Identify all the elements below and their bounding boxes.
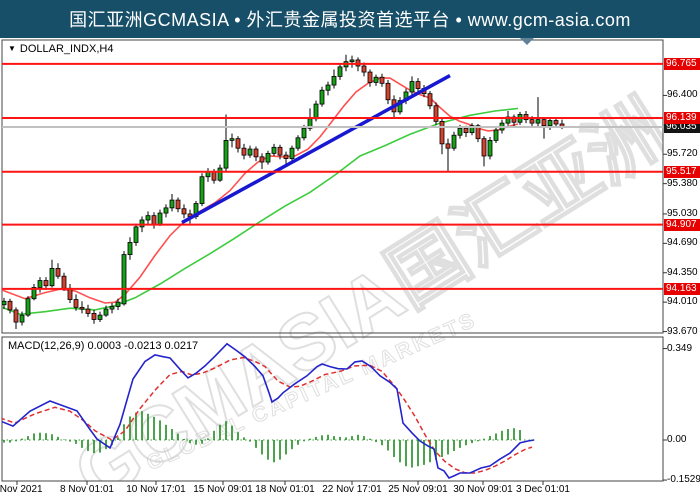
candle-body [241, 147, 247, 156]
candle-body [79, 306, 85, 310]
candle-body [133, 226, 139, 243]
candle-body [271, 146, 277, 154]
candle-body [301, 127, 307, 139]
candle-body [145, 215, 151, 221]
candle-body [97, 314, 103, 320]
candle-body [373, 76, 379, 83]
candle-body [163, 207, 169, 214]
candle-body [217, 167, 223, 181]
candle-body [325, 84, 331, 91]
candle-body [481, 138, 487, 157]
candle-body [109, 306, 115, 310]
candle-body [367, 71, 373, 83]
candle-body [361, 65, 367, 73]
candle-body [319, 89, 325, 105]
candle-body [253, 148, 259, 158]
candle-body [265, 152, 271, 163]
candle-body [427, 93, 433, 107]
candle-body [37, 280, 43, 288]
candle-body [337, 66, 343, 77]
candle-body [385, 82, 391, 101]
candle-body [439, 120, 445, 145]
candle-body [277, 146, 283, 156]
candle-body [349, 59, 355, 63]
candle-body [49, 268, 55, 287]
candle-body [313, 103, 319, 120]
candle-body [295, 137, 301, 149]
macd-pane-border [1, 336, 664, 482]
candle-body [229, 138, 235, 141]
candle-body [235, 138, 241, 149]
candle-body [169, 199, 175, 209]
candle-body [451, 134, 457, 149]
promo-banner: 国汇亚洲GCMASIA • 外汇贵金属投资首选平台 • www.gcm-asia… [0, 0, 700, 38]
candle-body [13, 309, 19, 323]
candle-body [259, 156, 265, 163]
main-pane [2, 54, 663, 329]
candle-body [43, 280, 49, 287]
candle-body [61, 275, 67, 289]
candle-body [7, 300, 13, 311]
macd-main-line [2, 342, 535, 479]
promo-banner-text: 国汇亚洲GCMASIA • 外汇贵金属投资首选平台 • www.gcm-asia… [69, 10, 631, 30]
candle-body [529, 119, 535, 124]
candle-body [211, 171, 217, 181]
candle-body [379, 76, 385, 84]
candle-body [175, 199, 181, 210]
candle-body [463, 127, 469, 134]
candle-body [139, 219, 145, 228]
candle-body [475, 125, 481, 140]
candle-body [199, 176, 205, 204]
trendline [181, 73, 451, 225]
candle-body [103, 308, 109, 316]
candle-body [181, 208, 187, 215]
candle-body [289, 147, 295, 159]
main-pane-border [1, 39, 664, 334]
candle-body [55, 268, 61, 277]
candle-body [469, 125, 475, 134]
candle-body [445, 143, 451, 149]
macd-pane [2, 342, 537, 479]
candle-body [433, 105, 439, 122]
candle-body [115, 301, 121, 307]
candle-body [541, 119, 547, 127]
candle-body [487, 140, 493, 157]
candle-body [223, 140, 229, 169]
candle-body [409, 81, 415, 93]
candle-body [247, 148, 253, 156]
candle-body [397, 100, 403, 113]
candle-body [151, 215, 157, 225]
candle-body [331, 75, 337, 86]
candle-body [553, 120, 559, 125]
candle-body [457, 127, 463, 136]
candle-body [91, 313, 97, 320]
fast-ma-line [2, 77, 519, 304]
candle-body [25, 298, 31, 316]
candle-body [157, 212, 163, 225]
candle-body [2, 300, 7, 306]
candle-body [493, 129, 499, 141]
banner-arrow-icon [520, 38, 534, 45]
candle-body [121, 254, 127, 305]
candle-body [85, 308, 91, 314]
candle-body [67, 287, 73, 300]
candle-body [31, 287, 37, 300]
candle-body [535, 119, 541, 124]
candle-body [73, 299, 79, 308]
candle-body [547, 120, 553, 127]
candle-body [415, 81, 421, 89]
candle-body [19, 314, 25, 323]
candle-body [127, 242, 133, 255]
candle-body [283, 154, 289, 159]
